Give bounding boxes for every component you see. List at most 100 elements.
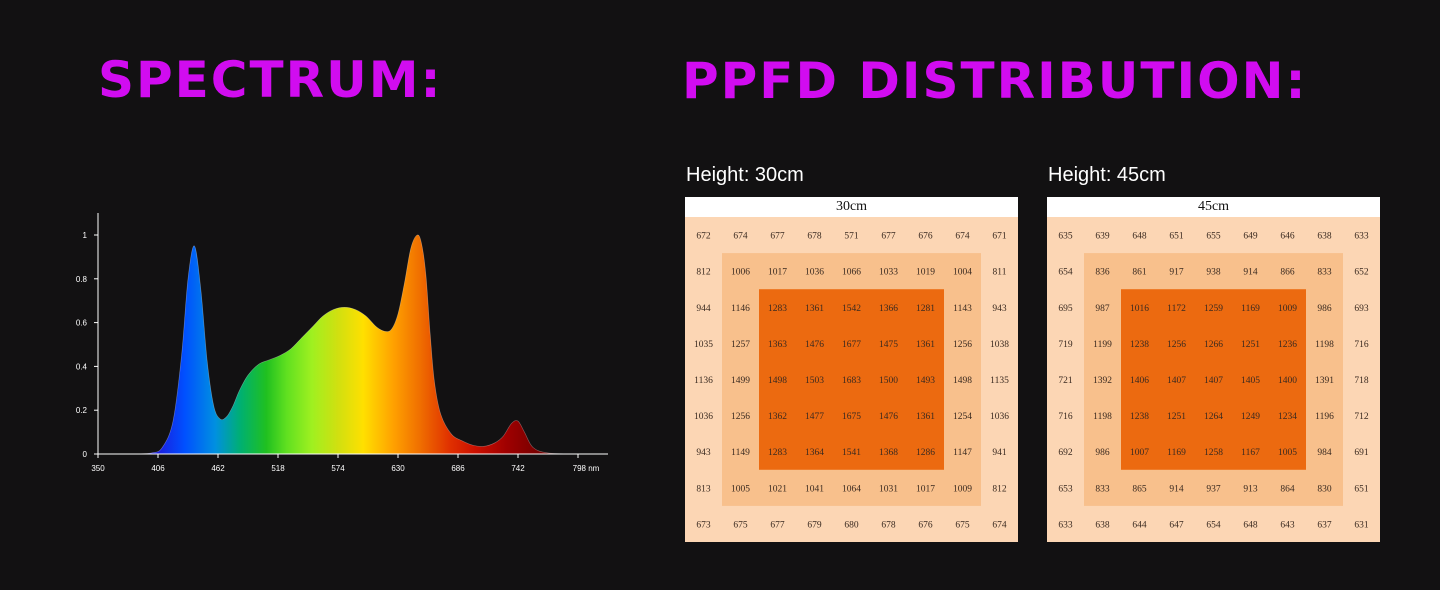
y-tick-label: 0.4 xyxy=(76,362,88,371)
ppfd-cell-value: 984 xyxy=(1317,448,1332,458)
ppfd-cell-value: 913 xyxy=(1243,484,1258,494)
height-label-45cm: Height: 45cm xyxy=(1048,164,1166,186)
ppfd-cell-value: 1405 xyxy=(1241,376,1260,386)
ppfd-cell-value: 865 xyxy=(1132,484,1147,494)
ppfd-cell-value: 1147 xyxy=(953,448,972,458)
ppfd-cell-value: 1009 xyxy=(1278,304,1297,314)
y-tick-label: 0.8 xyxy=(76,275,88,284)
ppfd-grid-45cm: 45cm 635 639 648 651 655 649 646 638 633 654 836 86… xyxy=(1047,197,1380,542)
ppfd-cell-value: 1498 xyxy=(768,376,787,386)
ppfd-cell-value: 1009 xyxy=(953,484,972,494)
ppfd-cell-value: 941 xyxy=(992,448,1007,458)
ppfd-cell-value: 674 xyxy=(733,232,748,242)
ppfd-cell-value: 1136 xyxy=(694,376,713,386)
ppfd-cell-value: 1021 xyxy=(768,484,787,494)
ppfd-cell-value: 638 xyxy=(1095,520,1110,530)
ppfd-cell-value: 1500 xyxy=(879,376,898,386)
ppfd-cell-value: 1251 xyxy=(1241,340,1260,350)
ppfd-cell-value: 631 xyxy=(1354,520,1369,530)
ppfd-cell-value: 647 xyxy=(1169,520,1184,530)
ppfd-cell-value: 1477 xyxy=(805,412,824,422)
ppfd-cell-value: 1256 xyxy=(731,412,750,422)
ppfd-cell-value: 674 xyxy=(955,232,970,242)
spectrum-heading: SPECTRUM: xyxy=(98,51,443,109)
x-tick-label: 742 xyxy=(511,464,525,473)
x-tick-label: 350 xyxy=(91,464,105,473)
ppfd-cell-value: 1035 xyxy=(694,340,713,350)
ppfd-cell-value: 1251 xyxy=(1167,412,1186,422)
ppfd-cell-value: 1167 xyxy=(1241,448,1260,458)
ppfd-cell-value: 676 xyxy=(918,520,933,530)
ppfd-cell-value: 1149 xyxy=(731,448,750,458)
ppfd-cell-value: 1542 xyxy=(842,304,861,314)
zone-inner xyxy=(1121,289,1306,470)
ppfd-cell-value: 938 xyxy=(1206,268,1221,278)
ppfd-cell-value: 674 xyxy=(992,520,1007,530)
ppfd-cell-value: 635 xyxy=(1058,232,1073,242)
ppfd-cell-value: 944 xyxy=(696,304,711,314)
ppfd-cell-value: 1264 xyxy=(1204,412,1223,422)
ppfd-cell-value: 914 xyxy=(1243,268,1258,278)
ppfd-cell-value: 812 xyxy=(696,268,711,278)
y-tick-label: 0 xyxy=(83,450,88,459)
ppfd-cell-value: 836 xyxy=(1095,268,1110,278)
ppfd-cell-value: 943 xyxy=(696,448,711,458)
ppfd-cell-value: 1683 xyxy=(842,376,861,386)
ppfd-cell-value: 655 xyxy=(1206,232,1221,242)
ppfd-cell-value: 1361 xyxy=(916,412,935,422)
ppfd-distribution-heading: PPFD DISTRIBUTION: xyxy=(682,52,1308,110)
ppfd-cell-value: 813 xyxy=(696,484,711,494)
ppfd-grid-30cm: 30cm 672 674 677 678 571 677 676 674 671 812 1006 1… xyxy=(685,197,1018,542)
ppfd-cell-value: 1368 xyxy=(879,448,898,458)
ppfd-cell-value: 1476 xyxy=(879,412,898,422)
ppfd-cell-value: 866 xyxy=(1280,268,1295,278)
ppfd-cell-value: 1198 xyxy=(1093,412,1112,422)
ppfd-cell-value: 1005 xyxy=(731,484,750,494)
ppfd-cell-value: 1004 xyxy=(953,268,972,278)
ppfd-grid-30cm-panel: Height: 30cm 30cm 672 674 677 678 571 677 676 6… xyxy=(685,164,1018,542)
ppfd-cell-value: 1363 xyxy=(768,340,787,350)
ppfd-cell-value: 673 xyxy=(696,520,711,530)
ppfd-cell-value: 712 xyxy=(1354,412,1369,422)
ppfd-cell-value: 1361 xyxy=(916,340,935,350)
ppfd-cell-value: 1066 xyxy=(842,268,861,278)
ppfd-cell-value: 654 xyxy=(1206,520,1221,530)
ppfd-cell-value: 986 xyxy=(1317,304,1332,314)
ppfd-cell-value: 651 xyxy=(1169,232,1184,242)
ppfd-cell-value: 678 xyxy=(807,232,822,242)
ppfd-cell-value: 649 xyxy=(1243,232,1258,242)
ppfd-cell-value: 678 xyxy=(881,520,896,530)
ppfd-cell-value: 1256 xyxy=(953,340,972,350)
ppfd-cell-value: 1283 xyxy=(768,304,787,314)
spectrum-area xyxy=(98,234,578,455)
zone-inner xyxy=(759,289,944,470)
ppfd-cell-value: 637 xyxy=(1317,520,1332,530)
ppfd-cell-value: 1266 xyxy=(1204,340,1223,350)
ppfd-cell-value: 1036 xyxy=(694,412,713,422)
ppfd-cell-value: 1362 xyxy=(768,412,787,422)
ppfd-cell-value: 1249 xyxy=(1241,412,1260,422)
ppfd-cell-value: 676 xyxy=(918,232,933,242)
x-tick-label: 518 xyxy=(271,464,285,473)
ppfd-cell-value: 680 xyxy=(844,520,859,530)
ppfd-cell-value: 1498 xyxy=(953,376,972,386)
x-tick-label: 462 xyxy=(211,464,225,473)
ppfd-heatmap-30cm: 672 674 677 678 571 677 676 674 671 812 1006 1017 10… xyxy=(685,217,1018,542)
ppfd-cell-value: 1675 xyxy=(842,412,861,422)
grid-title-45cm: 45cm xyxy=(1197,199,1230,214)
ppfd-cell-value: 633 xyxy=(1058,520,1073,530)
ppfd-cell-value: 646 xyxy=(1280,232,1295,242)
ppfd-cell-value: 571 xyxy=(844,232,859,242)
ppfd-cell-value: 1005 xyxy=(1278,448,1297,458)
ppfd-cell-value: 1281 xyxy=(916,304,935,314)
ppfd-cell-value: 1006 xyxy=(731,268,750,278)
ppfd-cell-value: 1364 xyxy=(805,448,824,458)
ppfd-cell-value: 1476 xyxy=(805,340,824,350)
ppfd-cell-value: 677 xyxy=(770,520,785,530)
ppfd-cell-value: 691 xyxy=(1354,448,1369,458)
ppfd-cell-value: 693 xyxy=(1354,304,1369,314)
ppfd-cell-value: 679 xyxy=(807,520,822,530)
ppfd-cell-value: 695 xyxy=(1058,304,1073,314)
ppfd-cell-value: 1033 xyxy=(879,268,898,278)
ppfd-cell-value: 648 xyxy=(1132,232,1147,242)
